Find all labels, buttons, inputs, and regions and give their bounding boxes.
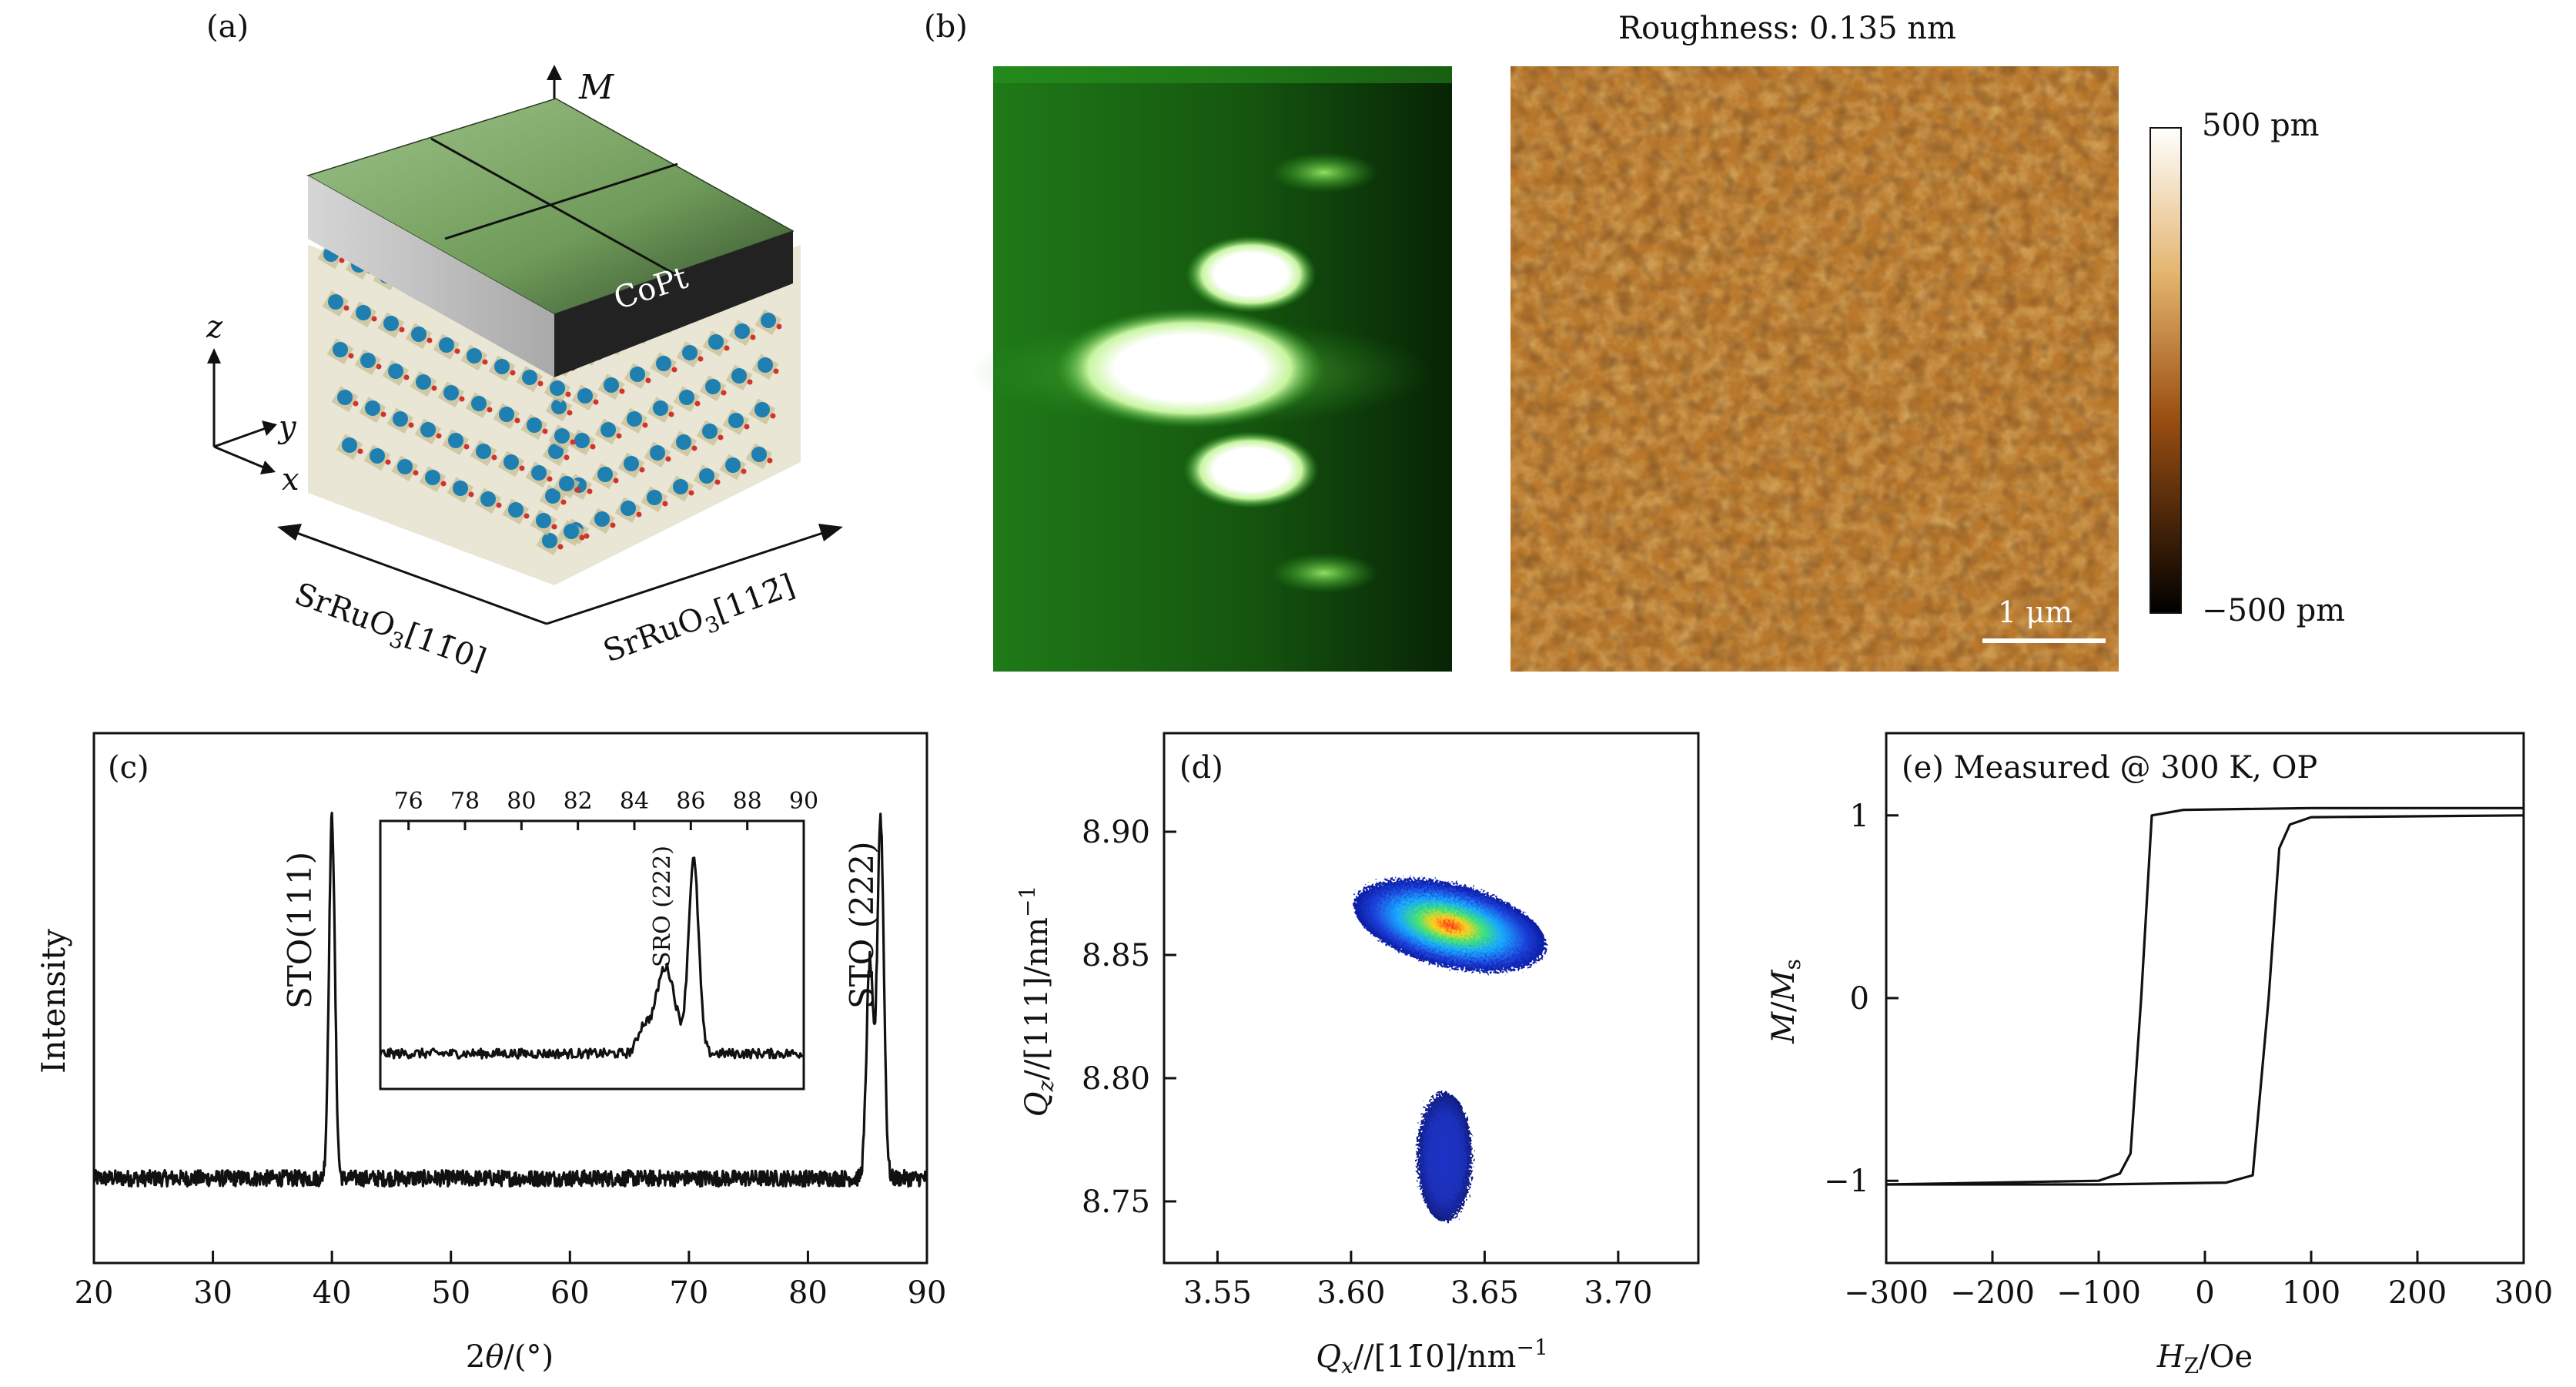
moment-label: M	[578, 68, 614, 107]
rsm-spot-substrate	[1353, 878, 1547, 973]
xrd-ylabel: Intensity	[35, 929, 72, 1074]
rsm-y-tick-label: 8.80	[1082, 1061, 1150, 1097]
rsm-frame	[1163, 732, 1700, 1265]
loop-y-tick-label: −1	[1824, 1164, 1869, 1199]
xrd-inset: 76 78 80 82 84 86 88 90 SRO (222)	[379, 788, 818, 1091]
rsm-y-tick-label: 8.75	[1082, 1184, 1150, 1220]
xrd-frame	[92, 732, 928, 1265]
panel-b-label: (b)	[924, 9, 968, 45]
rsm-ylabel: Qz//[111]/nm−1	[1015, 886, 1059, 1117]
roughness-label: Roughness: 0.135 nm	[1618, 11, 1956, 46]
direction-right-label: SrRuO3[112̄]	[599, 568, 801, 675]
rsm-x-tick-label: 3.70	[1584, 1275, 1652, 1311]
panel-a-label: (a)	[206, 9, 249, 45]
afm-image: 1 μm	[1510, 66, 2119, 672]
inset-tick-label: 88	[733, 788, 762, 815]
rsm-x-tick-label: 3.60	[1316, 1275, 1385, 1311]
inset-x-ticks: 76 78 80 82 84 86 88 90	[394, 788, 818, 830]
loop-x-tick-label: 200	[2388, 1275, 2447, 1311]
panel-c: (c) Intensity 2θ/(°) 20 30 40 50 60 70 80 90 ST…	[35, 732, 947, 1375]
axis-x-label: x	[282, 462, 299, 498]
inset-tick-label: 76	[394, 788, 423, 815]
inset-tick-label: 86	[676, 788, 705, 815]
copt-front-face	[554, 231, 793, 377]
rsm-x-tick-label: 3.65	[1450, 1275, 1519, 1311]
inset-tick-label: 78	[450, 788, 480, 815]
rheed-spot-upper	[1186, 236, 1316, 313]
loop-series	[1885, 806, 2524, 1186]
xrd-tick-label: 20	[75, 1275, 114, 1311]
panel-d: (d) 3.55 3.60 3.65 3.70 8.75 8.80 8.85 8.90 Qx/…	[1015, 732, 1700, 1379]
xrd-tick-label: 80	[788, 1275, 828, 1311]
panel-e-label: (e) Measured @ 300 K, OP	[1902, 750, 2317, 786]
xrd-tick-label: 60	[550, 1275, 590, 1311]
panel-b: (b) Roughness: 0.135 nm 1 μm 500 pm −500…	[924, 9, 2345, 672]
loop-x-tick-label: 300	[2494, 1275, 2553, 1311]
colorbar-max: 500 pm	[2202, 108, 2320, 143]
inset-trace	[379, 856, 804, 1060]
axis-z-label: z	[206, 310, 223, 345]
rsm-ticks: 3.55 3.60 3.65 3.70 8.75 8.80 8.85 8.90	[1082, 815, 1652, 1311]
loop-x-tick-label: −300	[1844, 1275, 1929, 1311]
xrd-xlabel: 2θ/(°)	[466, 1339, 554, 1375]
rsm-spot-film	[1417, 1092, 1473, 1222]
loop-y-tick-label: 0	[1850, 981, 1869, 1017]
panel-c-label: (c)	[108, 750, 149, 786]
loop-ticks: −300 −200 −100 0 100 200 300 −1 0 1	[1824, 799, 2553, 1311]
scale-bar-label: 1 μm	[1998, 595, 2073, 629]
afm-colorbar: 500 pm −500 pm	[2149, 108, 2345, 628]
panel-e: (e) Measured @ 300 K, OP −300 −200 −100 0 10…	[1766, 732, 2553, 1379]
peak-sto111-label: STO(111)	[281, 852, 319, 1009]
loop-y-tick-label: 1	[1850, 799, 1869, 834]
inset-tick-label: 84	[620, 788, 649, 815]
rsm-x-tick-label: 3.55	[1183, 1275, 1252, 1311]
copt-left-face	[308, 176, 554, 377]
panel-a: (a) M CoPt z y x SrRuO3[11̄0] SrR	[206, 9, 843, 683]
loop-xlabel: HZ/Oe	[2156, 1339, 2253, 1379]
axis-y-label: y	[277, 410, 297, 445]
xrd-tick-label: 50	[431, 1275, 470, 1311]
loop-x-tick-label: −100	[2056, 1275, 2141, 1311]
loop-x-tick-label: 0	[2195, 1275, 2214, 1311]
xrd-x-ticks: 20 30 40 50 60 70 80 90	[75, 1251, 947, 1311]
inset-peak-label: SRO (222)	[649, 846, 676, 967]
xrd-trace	[92, 812, 928, 1188]
peak-sto222-label: STO (222)	[843, 841, 881, 1009]
rsm-y-tick-label: 8.90	[1082, 815, 1150, 850]
xrd-tick-label: 70	[669, 1275, 708, 1311]
rheed-pattern	[970, 66, 1452, 672]
moment-arrow-head	[547, 65, 562, 80]
loop-branch-ascending	[1886, 814, 2524, 1186]
rheed-spot-lower	[1183, 431, 1319, 508]
inset-tick-label: 90	[789, 788, 818, 815]
inset-tick-label: 82	[564, 788, 593, 815]
rsm-spots	[1353, 878, 1547, 1222]
loop-x-tick-label: 100	[2282, 1275, 2340, 1311]
xrd-tick-label: 40	[313, 1275, 352, 1311]
loop-x-tick-label: −200	[1950, 1275, 2035, 1311]
loop-ylabel: M/Ms	[1766, 959, 1805, 1044]
xrd-tick-label: 30	[193, 1275, 233, 1311]
xrd-tick-label: 90	[908, 1275, 947, 1311]
colorbar-min: −500 pm	[2202, 593, 2345, 628]
inset-tick-label: 80	[507, 788, 536, 815]
rheed-spot-center	[1055, 308, 1324, 428]
panel-d-label: (d)	[1179, 750, 1223, 786]
rsm-y-tick-label: 8.85	[1082, 938, 1150, 973]
loop-branch-descending	[1885, 806, 2524, 1186]
rsm-xlabel: Qx//[11̄0]/nm−1	[1316, 1335, 1548, 1379]
